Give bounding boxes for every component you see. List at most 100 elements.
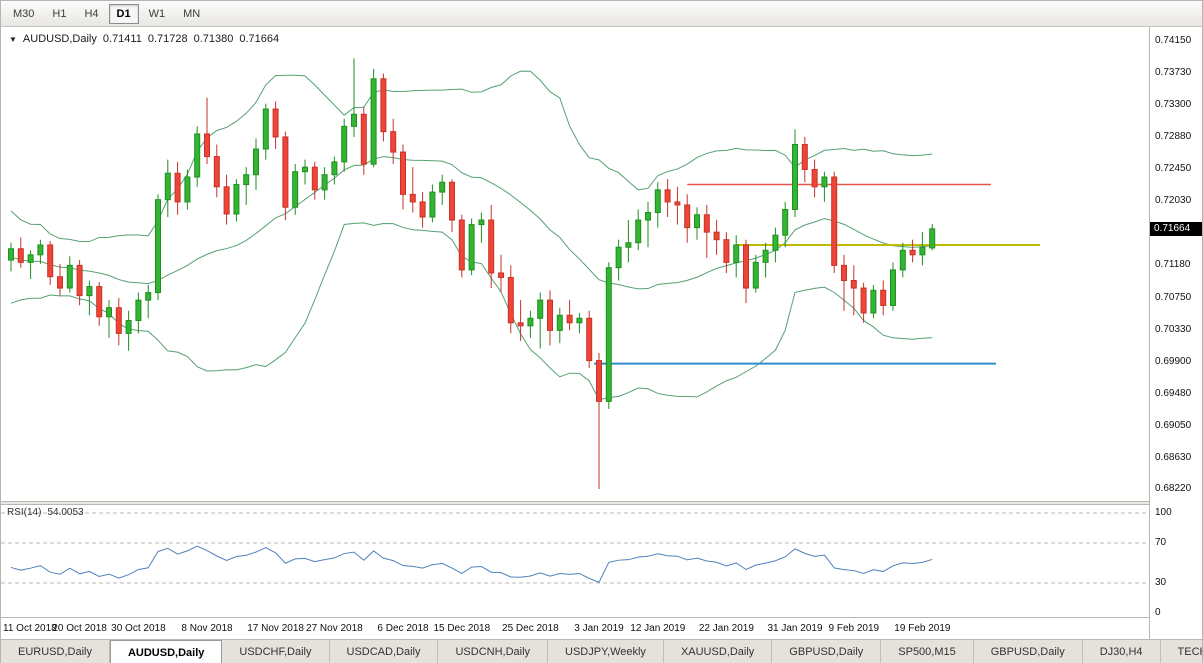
candle	[841, 254, 847, 311]
chart-tab-audusd-daily[interactable]: AUDUSD,Daily	[109, 640, 223, 663]
candle	[556, 307, 563, 344]
candle	[243, 167, 250, 205]
date-axis-label: 19 Feb 2019	[894, 623, 951, 634]
current-price-badge: 0.71664	[1150, 221, 1202, 236]
rsi-chart-svg[interactable]	[1, 505, 1149, 617]
candle	[213, 144, 220, 198]
candle	[429, 184, 436, 223]
rsi-axis-label: 100	[1155, 507, 1172, 518]
candle	[106, 300, 112, 338]
candle	[27, 250, 34, 279]
candle	[919, 232, 926, 266]
chart-high-value: 0.71728	[147, 33, 188, 45]
candle	[96, 282, 103, 326]
chart-tab-eurusd-daily[interactable]: EURUSD,Daily	[1, 640, 110, 663]
price-axis-label: 0.72880	[1155, 130, 1192, 142]
candle	[880, 280, 887, 316]
rsi-axis-label: 0	[1155, 607, 1161, 618]
candle	[772, 227, 779, 263]
price-axis-label: 0.73730	[1155, 66, 1192, 78]
candle	[576, 312, 583, 334]
timeframe-button-mn[interactable]: MN	[183, 7, 201, 20]
chart-tab-dj30-h4[interactable]: DJ30,H4	[1082, 640, 1161, 663]
candle	[8, 242, 14, 272]
candle	[870, 285, 877, 319]
candle	[899, 242, 906, 278]
candle	[762, 242, 769, 278]
timeframe-button-w1[interactable]: W1	[148, 7, 166, 20]
date-axis-label: 11 Oct 2018	[3, 623, 57, 634]
candle	[17, 237, 24, 268]
candle	[743, 239, 749, 304]
candle	[792, 129, 798, 218]
candle	[615, 239, 622, 281]
rsi-name-label: RSI(14)	[7, 507, 42, 518]
candle	[370, 68, 377, 168]
candle	[527, 310, 534, 338]
timeframe-button-d1[interactable]: D1	[108, 3, 139, 24]
price-pane[interactable]: ▼ AUDUSD,Daily 0.71411 0.71728 0.71380 0…	[1, 27, 1149, 501]
candle	[194, 126, 201, 187]
price-chart-svg[interactable]	[1, 27, 1149, 501]
pane-splitter[interactable]	[1, 501, 1149, 505]
chart-title: ▼ AUDUSD,Daily 0.71411 0.71728 0.71380 0…	[9, 33, 279, 45]
candle	[282, 131, 289, 221]
timeframe-button-h4[interactable]: H4	[84, 7, 99, 20]
candle	[66, 256, 73, 293]
timeframe-button-h1[interactable]: H1	[52, 7, 67, 20]
candle	[390, 118, 397, 165]
chart-low-value: 0.71380	[193, 33, 234, 45]
candle	[929, 223, 936, 251]
price-axis-label: 0.69050	[1155, 420, 1192, 432]
candle	[135, 292, 142, 334]
chart-tab-tech100[interactable]: TECH100	[1160, 640, 1202, 663]
candle	[223, 174, 230, 225]
chart-tab-xauusd-daily[interactable]: XAUUSD,Daily	[663, 640, 773, 663]
candle	[890, 262, 896, 311]
bollinger-upper-band	[10, 70, 933, 243]
date-axis-label: 8 Nov 2018	[181, 623, 233, 634]
candle	[37, 239, 44, 264]
date-axis-label: 3 Jan 2019	[574, 623, 624, 634]
chart-tab-gbpusd-daily[interactable]: GBPUSD,Daily	[772, 640, 882, 663]
candle	[517, 300, 524, 341]
candle	[341, 118, 348, 172]
candle	[164, 159, 171, 218]
candle	[723, 232, 730, 273]
date-axis-label: 22 Jan 2019	[698, 623, 754, 634]
chart-tab-sp500-m15[interactable]: SP500,M15	[881, 640, 974, 663]
candle	[860, 282, 867, 323]
chart-tab-gbpusd-daily[interactable]: GBPUSD,Daily	[973, 640, 1083, 663]
candle	[115, 297, 122, 346]
date-axis[interactable]: 11 Oct 2018 20 Oct 2018 30 Oct 2018 8 Nov 2…	[1, 617, 1149, 639]
candle	[801, 136, 808, 183]
candle	[674, 186, 681, 225]
date-axis-label: 31 Jan 2019	[767, 623, 823, 634]
chart-open-value: 0.71411	[102, 33, 142, 45]
price-axis-label: 0.71180	[1155, 259, 1191, 271]
candle	[596, 353, 602, 490]
collapse-chart-icon[interactable]: ▼	[9, 34, 17, 44]
chart-tab-usdjpy-weekly[interactable]: USDJPY,Weekly	[548, 640, 664, 663]
price-axis-label: 0.72030	[1155, 195, 1192, 207]
chart-symbol-label: AUDUSD,Daily	[22, 33, 97, 45]
price-axis-label: 0.68220	[1155, 483, 1192, 494]
price-axis-label: 0.69900	[1155, 356, 1192, 368]
candle	[47, 241, 54, 286]
candle	[811, 159, 818, 198]
rsi-pane[interactable]: RSI(14) 54.0053	[1, 505, 1149, 617]
bollinger-middle-band	[10, 156, 933, 290]
chart-tab-usdcnh-daily[interactable]: USDCNH,Daily	[438, 640, 549, 663]
candle	[155, 194, 161, 301]
chart-tab-usdchf-daily[interactable]: USDCHF,Daily	[222, 640, 330, 663]
candle	[409, 167, 416, 213]
chart-tab-usdcad-daily[interactable]: USDCAD,Daily	[329, 640, 439, 663]
candle	[468, 218, 475, 276]
candle	[831, 171, 838, 273]
rsi-axis-label: 70	[1155, 537, 1167, 548]
timeframe-button-m30[interactable]: M30	[13, 7, 35, 20]
candle	[331, 156, 338, 185]
candle	[272, 101, 279, 150]
price-axis[interactable]: 0.74150 0.73730 0.73300 0.72880 0.72450 0.720…	[1149, 27, 1202, 639]
candle	[566, 300, 573, 331]
